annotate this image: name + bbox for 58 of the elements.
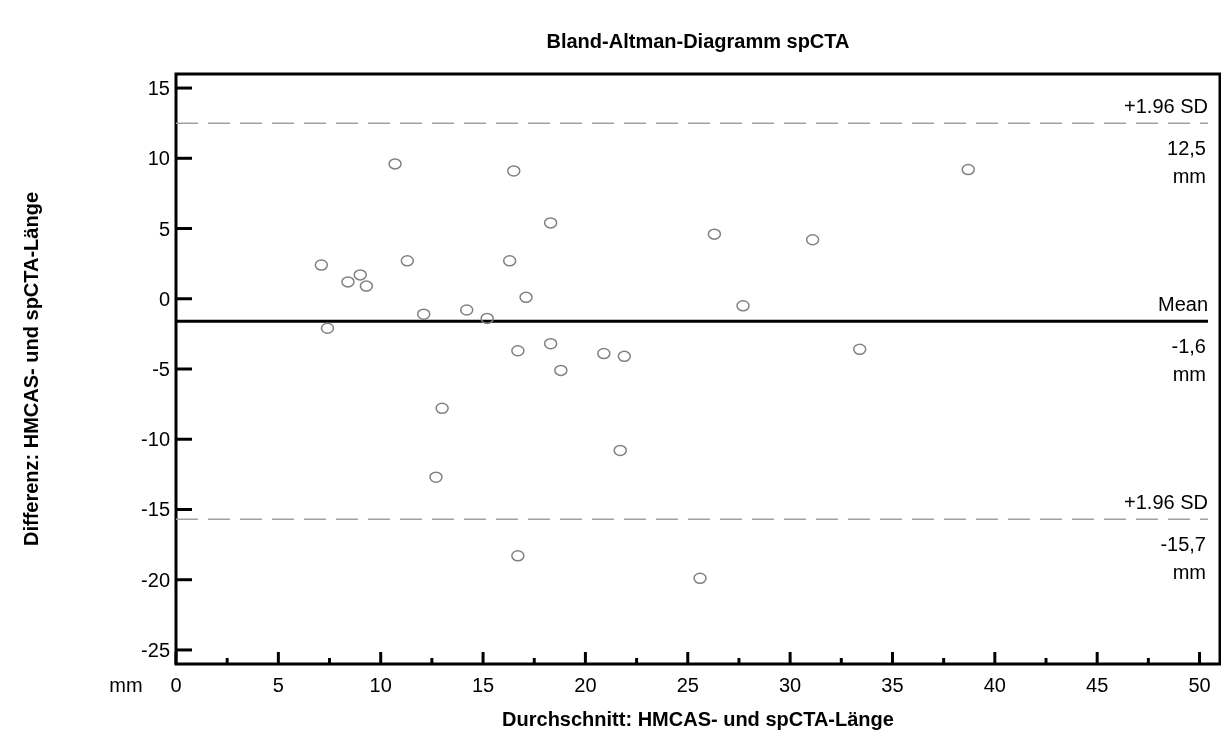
y-tick-label: 0 <box>158 287 170 310</box>
point <box>736 300 750 312</box>
ref-line-label: Mean <box>1157 293 1208 316</box>
y-tick-label: 5 <box>158 217 170 240</box>
point <box>320 322 335 335</box>
y-tick-label: -5 <box>152 358 170 380</box>
point <box>480 312 494 325</box>
x-tick-label: 35 <box>881 674 904 696</box>
point <box>543 217 558 229</box>
y-tick-label: -10 <box>141 428 170 451</box>
x-tick-label: 25 <box>676 674 699 696</box>
point <box>961 163 975 176</box>
text: mm <box>109 674 143 696</box>
point <box>507 165 521 177</box>
point <box>805 234 820 246</box>
point <box>359 280 374 292</box>
point <box>707 228 722 240</box>
y-tick-label: -25 <box>141 638 170 661</box>
x-tick-label: 10 <box>369 674 392 696</box>
point <box>693 572 707 585</box>
ref-line-label: +1.96 SD <box>1124 491 1208 514</box>
point <box>511 344 525 357</box>
x-tick-label: 50 <box>1188 674 1211 696</box>
ref-line-label: +1.96 SD <box>1124 95 1208 118</box>
point <box>435 402 449 415</box>
point <box>852 343 867 356</box>
x-tick-label: 5 <box>272 674 284 696</box>
x-tick-label: 30 <box>778 674 802 696</box>
annotation: 12,5 mm <box>1167 137 1206 188</box>
x-tick-label: 15 <box>471 674 495 696</box>
point <box>400 255 415 267</box>
annotation: -1,6 mm <box>1171 335 1206 386</box>
point <box>511 550 525 562</box>
x-axis-title: Durchschnitt: HMCAS- und spCTA-Länge <box>502 708 894 730</box>
point <box>353 269 367 281</box>
point <box>502 255 517 267</box>
chart-title: Bland-Altman-Diagramm spCTA <box>546 30 850 52</box>
point <box>519 291 533 304</box>
point <box>613 444 627 457</box>
point <box>314 259 329 271</box>
point <box>429 471 443 483</box>
y-tick-label: -15 <box>141 498 170 521</box>
point <box>554 364 568 377</box>
point <box>543 337 558 350</box>
y-axis-title: Differenz: HMCAS- und spCTA-Länge <box>20 191 42 547</box>
x-tick-label: 40 <box>983 674 1006 696</box>
point <box>388 158 402 170</box>
point <box>459 304 474 316</box>
y-tick-label: 10 <box>147 147 170 170</box>
x-tick-label: 20 <box>574 674 597 696</box>
annotation: -15,7 mm <box>1160 533 1206 584</box>
y-tick-label: -20 <box>141 568 170 591</box>
point <box>341 276 355 288</box>
point <box>597 347 611 360</box>
point <box>617 350 632 363</box>
point <box>416 308 431 320</box>
y-tick-label: 15 <box>147 77 170 100</box>
x-tick-label: 45 <box>1086 674 1109 696</box>
